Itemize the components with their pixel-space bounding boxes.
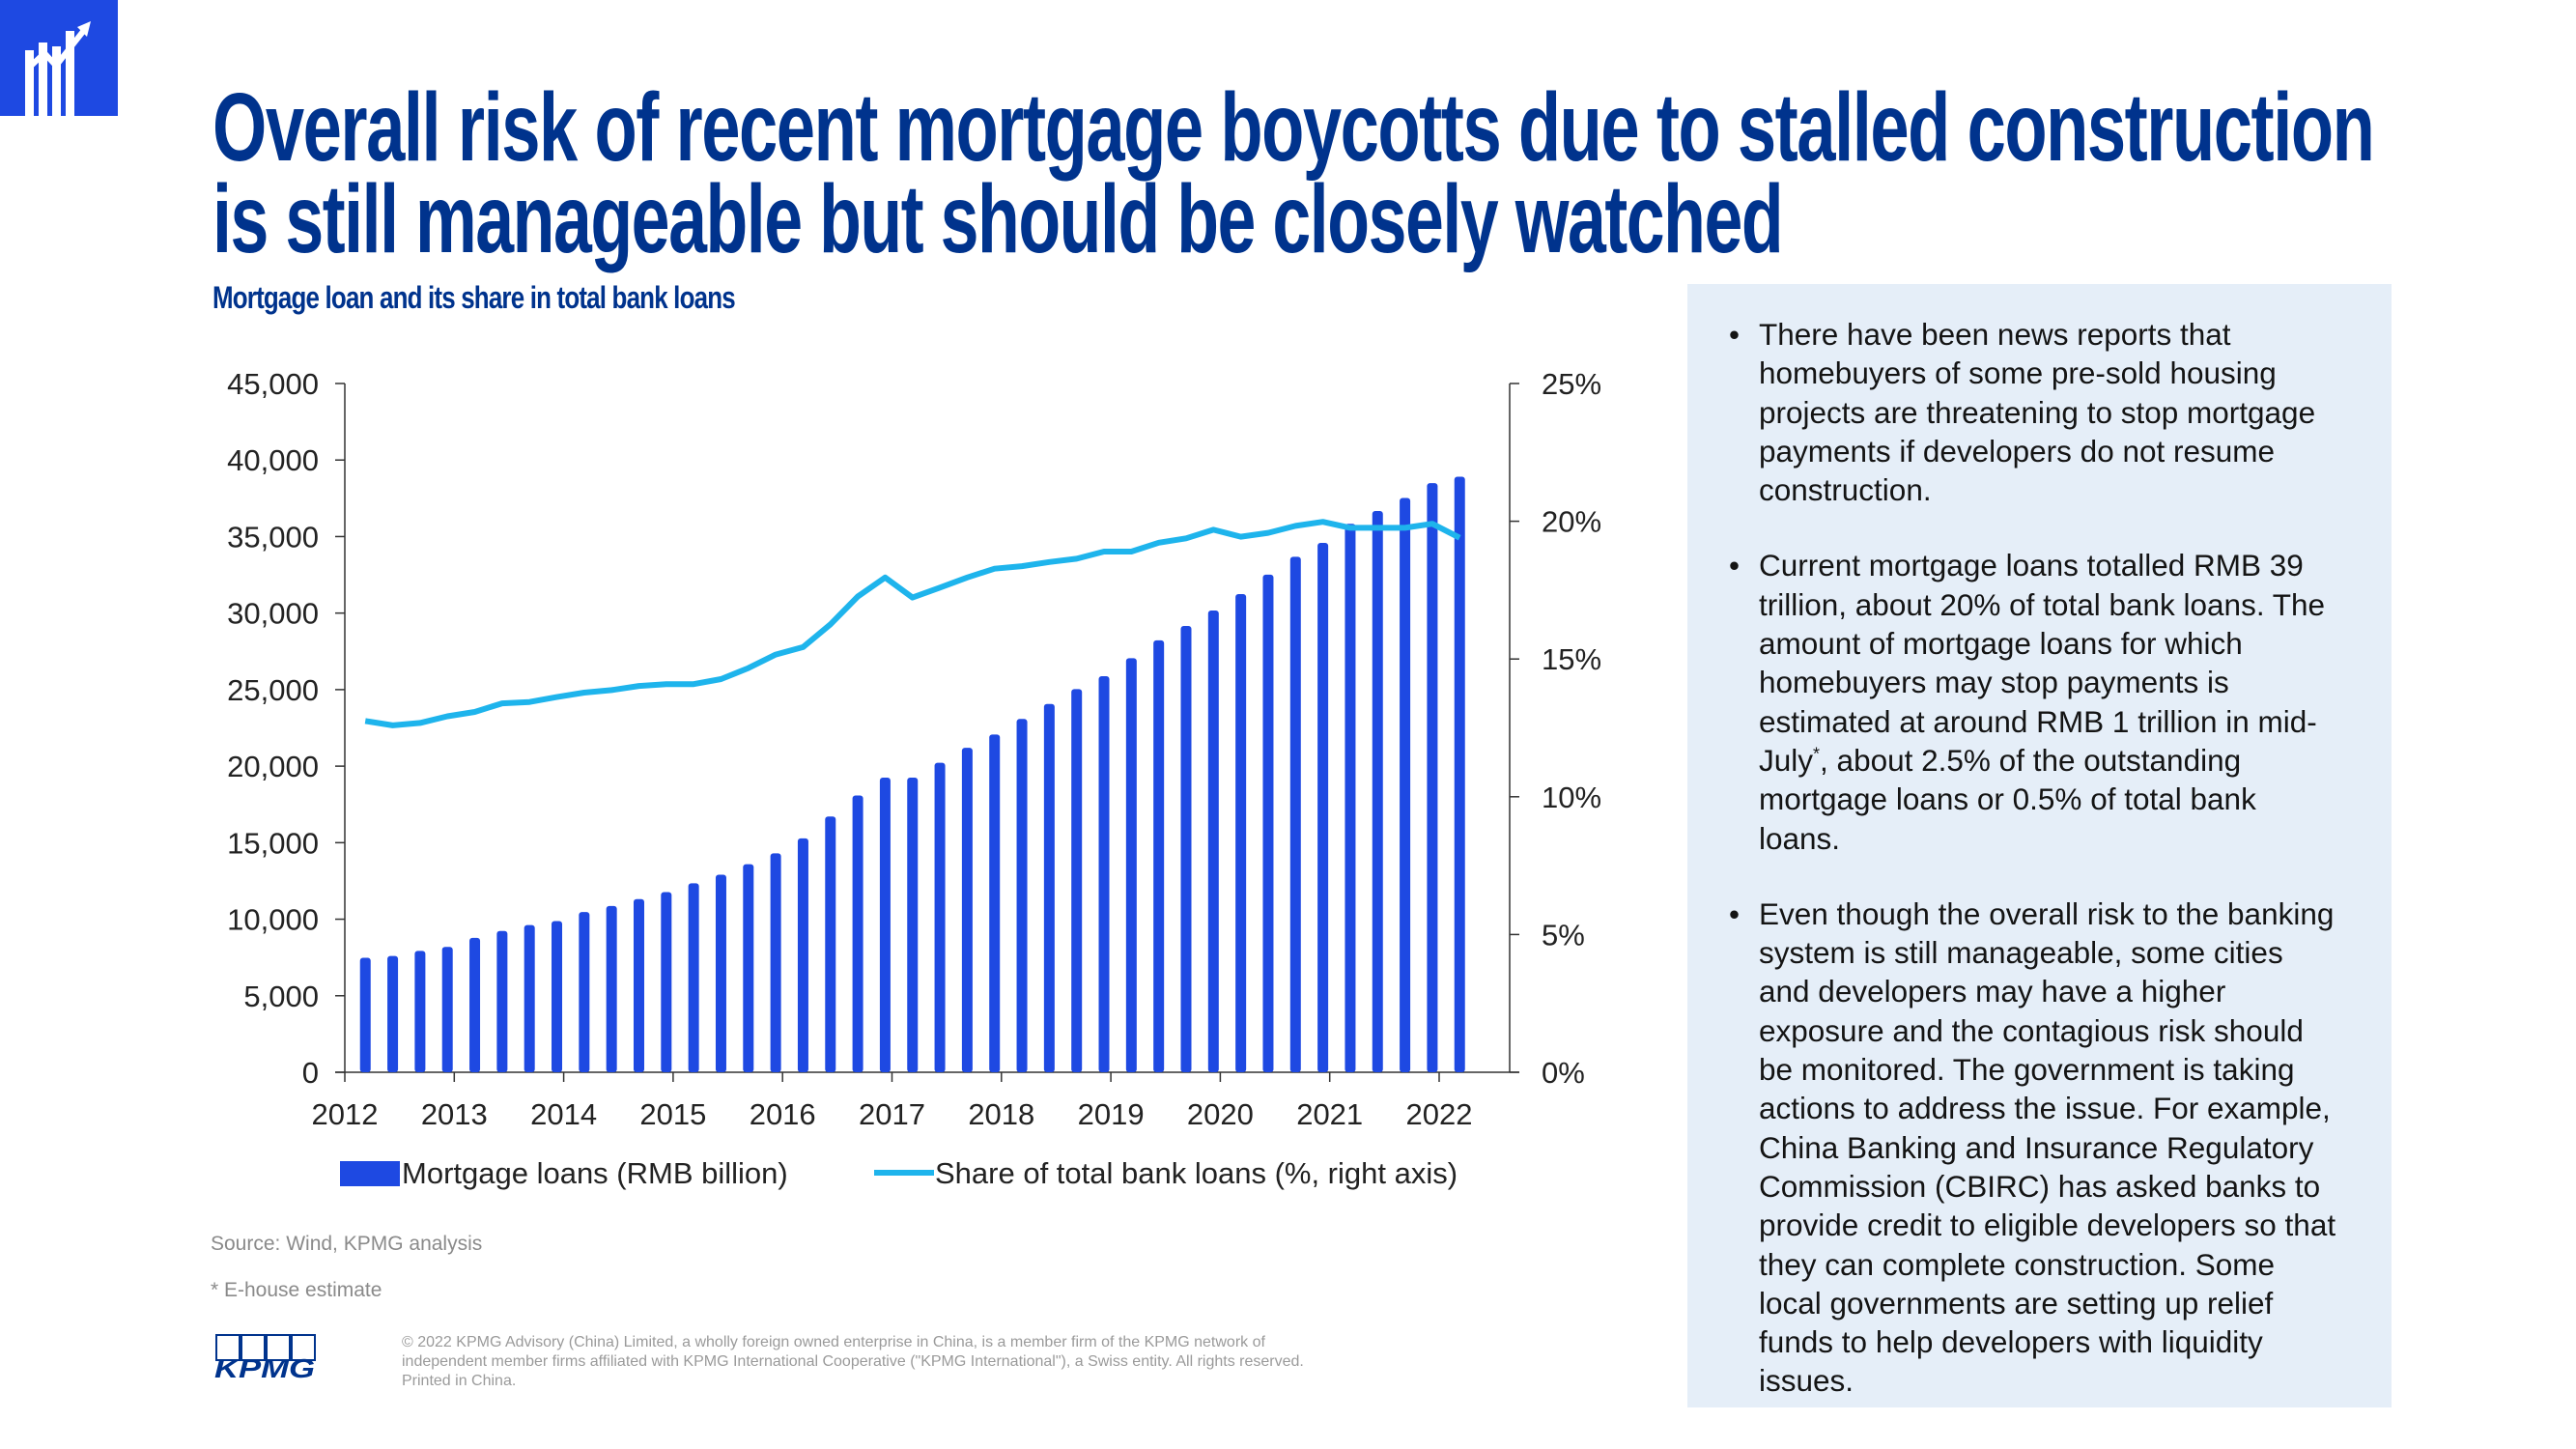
footnote-marker: * <box>1813 744 1821 764</box>
left-tick-label: 10,000 <box>227 903 319 937</box>
bar <box>524 924 535 1072</box>
bar <box>1345 524 1356 1072</box>
bar <box>1153 639 1165 1072</box>
bar <box>1235 594 1247 1072</box>
bar <box>661 892 672 1072</box>
bar <box>469 937 481 1072</box>
bar <box>1180 625 1192 1072</box>
right-tick-label: 0% <box>1542 1056 1585 1090</box>
bar <box>552 921 563 1072</box>
x-tick-label: 2018 <box>968 1097 1034 1131</box>
copyright-text: © 2022 KPMG Advisory (China) Limited, a … <box>402 1333 1416 1391</box>
bar <box>1400 497 1411 1072</box>
bar <box>1317 542 1329 1072</box>
bar <box>770 853 781 1072</box>
bullet-news-reports: There have been news reports that homebu… <box>1729 315 2338 509</box>
source-note: Source: Wind, KPMG analysis <box>211 1233 483 1255</box>
bar <box>633 898 644 1072</box>
x-tick-label: 2016 <box>750 1097 816 1131</box>
page-title-line-2: is still manageable but should be closel… <box>212 165 1784 273</box>
x-tick-label: 2015 <box>639 1097 706 1131</box>
left-tick-label: 15,000 <box>227 826 319 860</box>
left-tick-label: 20,000 <box>227 750 319 783</box>
bar <box>688 883 699 1072</box>
x-tick-label: 2021 <box>1296 1097 1363 1131</box>
right-tick-label: 5% <box>1542 918 1585 952</box>
bar <box>1289 556 1301 1072</box>
bar <box>387 955 399 1072</box>
x-tick-label: 2022 <box>1406 1097 1473 1131</box>
x-tick-label: 2013 <box>421 1097 488 1131</box>
x-tick-label: 2012 <box>312 1097 379 1131</box>
bullet-text: Current mortgage loans totalled RMB 39 t… <box>1759 548 2326 778</box>
bar <box>414 951 426 1072</box>
bar <box>1427 483 1438 1072</box>
bar <box>989 734 1001 1072</box>
left-tick-label: 35,000 <box>227 520 319 554</box>
bar <box>359 957 371 1072</box>
left-tick-label: 25,000 <box>227 673 319 707</box>
footnote: * E-house estimate <box>211 1279 382 1301</box>
bar <box>1098 675 1110 1072</box>
bullet-risk-management: Even though the overall risk to the bank… <box>1729 895 2338 1401</box>
bar <box>715 874 726 1072</box>
bar-chart-growth-icon <box>0 0 118 118</box>
right-tick-label: 10% <box>1542 781 1601 814</box>
bar <box>1125 658 1137 1072</box>
right-tick-label: 15% <box>1542 642 1601 676</box>
legend-label-bar: Mortgage loans (RMB billion) <box>402 1156 788 1190</box>
bar <box>1262 574 1274 1072</box>
bullet-mortgage-size: Current mortgage loans totalled RMB 39 t… <box>1729 546 2338 857</box>
right-tick-label: 25% <box>1542 367 1601 401</box>
chart-subtitle: Mortgage loan and its share in total ban… <box>212 280 736 315</box>
copyright-line: independent member firms affiliated with… <box>402 1353 1304 1370</box>
bar <box>496 930 508 1072</box>
bar <box>441 947 453 1072</box>
bullet-text: , about 2.5% of the outstanding mortgage… <box>1759 742 2256 856</box>
bar <box>961 748 973 1072</box>
bar <box>797 838 808 1072</box>
bar <box>1207 610 1219 1072</box>
bar <box>1454 476 1465 1072</box>
bar <box>852 795 863 1072</box>
bar <box>1071 689 1083 1072</box>
left-tick-label: 0 <box>302 1056 319 1090</box>
bar <box>743 864 754 1072</box>
bar <box>825 816 836 1072</box>
mortgage-chart: 0 5,000 10,000 15,000 20,000 25,000 30,000 35,0… <box>227 367 1601 1190</box>
right-tick-label: 20% <box>1542 505 1601 539</box>
left-tick-label: 30,000 <box>227 597 319 631</box>
bar <box>934 762 946 1072</box>
bar <box>1372 510 1383 1072</box>
x-tick-label: 2020 <box>1187 1097 1254 1131</box>
bar <box>879 777 891 1072</box>
bar <box>907 777 919 1072</box>
legend-label-line: Share of total bank loans (%, right axis… <box>935 1156 1458 1190</box>
x-tick-label: 2017 <box>859 1097 925 1131</box>
page-title-line-1: Overall risk of recent mortgage boycotts… <box>212 73 2375 182</box>
kpmg-logo: KPMG <box>212 1333 319 1383</box>
bar <box>579 912 590 1072</box>
commentary-panel: There have been news reports that homebu… <box>1687 284 2392 1407</box>
bar <box>1043 703 1055 1072</box>
legend-swatch-bar <box>340 1161 400 1186</box>
x-tick-label: 2019 <box>1078 1097 1145 1131</box>
x-tick-label: 2014 <box>530 1097 597 1131</box>
left-tick-label: 40,000 <box>227 443 319 477</box>
left-tick-label: 45,000 <box>227 367 319 401</box>
svg-text:KPMG: KPMG <box>214 1353 315 1381</box>
copyright-line: © 2022 KPMG Advisory (China) Limited, a … <box>402 1334 1265 1350</box>
bar <box>606 905 617 1072</box>
copyright-line: Printed in China. <box>402 1373 517 1389</box>
left-tick-label: 5,000 <box>243 980 319 1013</box>
bar <box>1016 719 1028 1072</box>
